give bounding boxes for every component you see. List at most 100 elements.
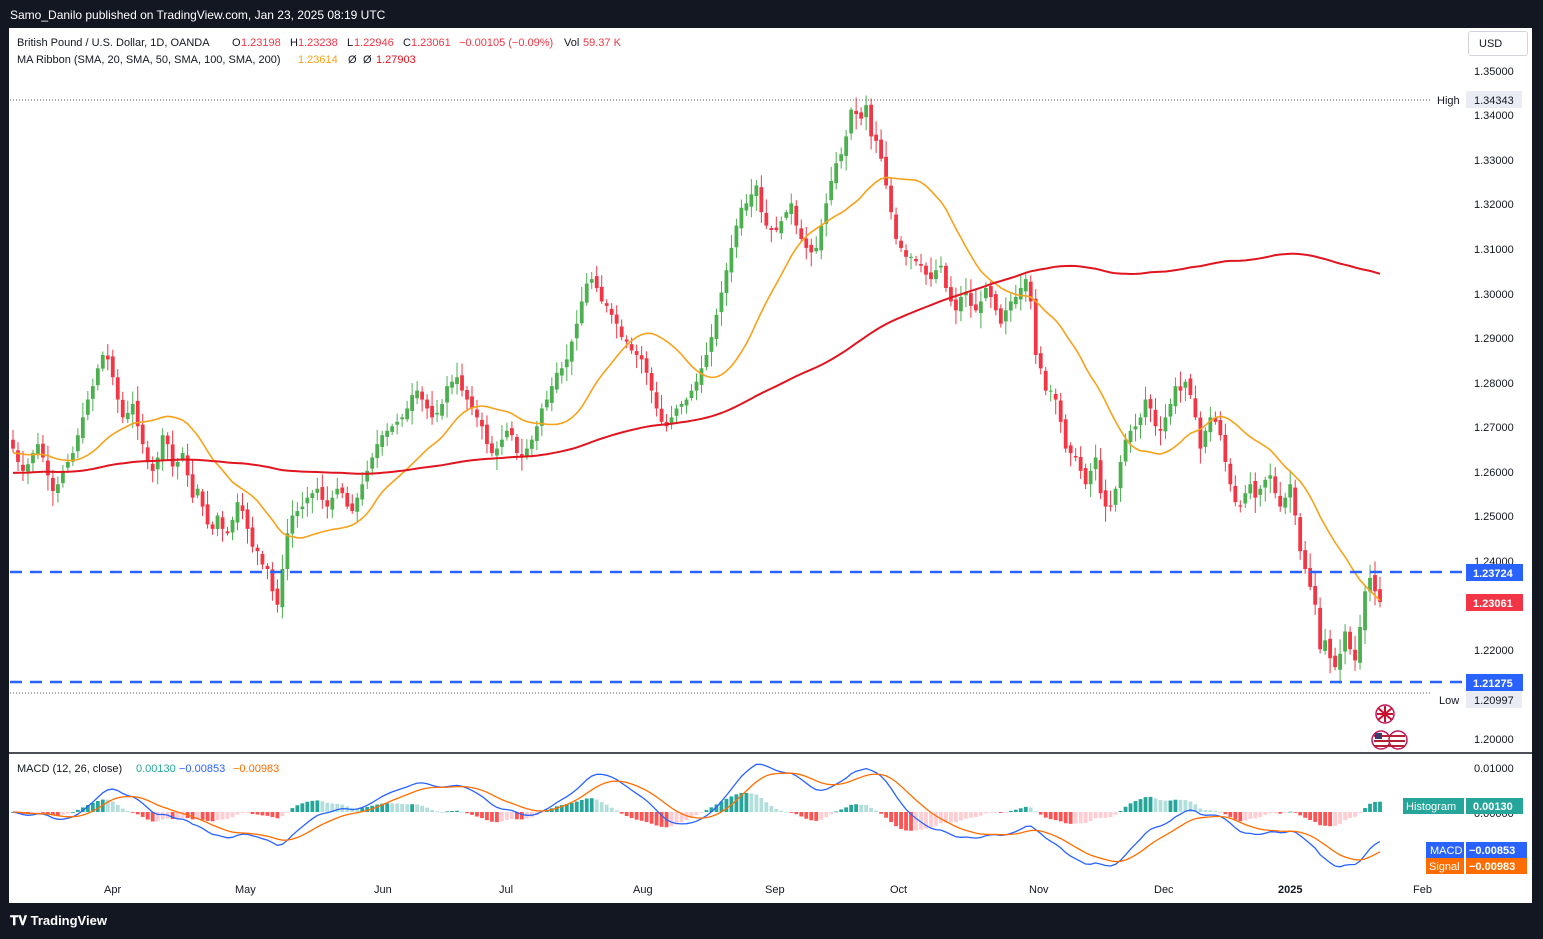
histogram-bar [60, 812, 65, 815]
histogram-bar [500, 812, 504, 822]
candle-body [65, 461, 70, 468]
signal-tag-label [1426, 858, 1464, 874]
candle-body [295, 511, 300, 517]
candle-body [135, 400, 140, 427]
currency-button[interactable]: USD [1468, 31, 1528, 56]
candle-body [529, 439, 534, 449]
candle-body [609, 308, 614, 315]
ma-value-100: Ø [363, 54, 372, 66]
candle-body [1348, 631, 1352, 650]
candle-body [1228, 463, 1233, 485]
candle-body [1093, 457, 1098, 470]
candle-body [80, 417, 85, 439]
candle-body [56, 484, 60, 494]
histogram-bar [779, 810, 784, 812]
histogram-bar [1228, 812, 1233, 818]
ohlc-h-label: H [290, 37, 298, 49]
macd-tag-text: −0.00853 [1469, 845, 1515, 857]
candle-body [435, 412, 439, 415]
candle-body [604, 303, 609, 306]
candle-body [599, 286, 604, 302]
low-label: Low [1439, 695, 1459, 707]
candle-body [85, 399, 90, 415]
histogram-bar [1163, 800, 1168, 812]
candle-body [934, 270, 938, 280]
histogram-bar [629, 812, 634, 819]
histogram-bar [899, 812, 903, 829]
candle-body [639, 355, 644, 360]
histogram-bar [754, 794, 759, 812]
histogram-bar [1128, 803, 1133, 812]
histogram-tag-text: 0.00130 [1473, 801, 1513, 813]
histogram-bar [1363, 808, 1367, 812]
tv-brand-text: TradingView [30, 913, 107, 928]
histogram-bar [1338, 812, 1342, 824]
histogram-bar [105, 799, 110, 812]
candle-body [684, 399, 689, 406]
histogram-bar [1188, 801, 1193, 812]
histogram-bar [993, 812, 998, 813]
histogram-bar [1248, 812, 1253, 820]
candle-body [285, 533, 290, 570]
histogram-bar [519, 812, 524, 820]
macd-line [12, 763, 1381, 868]
candle-body [220, 517, 225, 529]
candle-body [1358, 627, 1362, 663]
candle-body [819, 225, 824, 251]
time-tick: Feb [1413, 884, 1432, 896]
candle-body [395, 421, 400, 425]
candle-body [75, 435, 80, 452]
ma-value-50: Ø [348, 54, 357, 66]
candle-body [554, 372, 559, 390]
histogram-bar [909, 812, 913, 831]
high-value-box [1466, 91, 1522, 108]
histogram-bar [764, 802, 769, 812]
histogram-bar [125, 810, 130, 812]
candle-body [105, 355, 110, 360]
candle-body [185, 455, 190, 476]
histogram-bar [919, 812, 923, 830]
candle-body [779, 221, 784, 234]
histogram-bar [205, 812, 210, 821]
candle-body [1218, 420, 1223, 436]
us-flag-icon [1371, 730, 1408, 750]
candle-body [1223, 434, 1228, 462]
candle-body [844, 136, 849, 156]
candle-body [834, 163, 839, 184]
histogram-tag-label [1403, 798, 1464, 814]
candles-group [11, 95, 1382, 684]
candle-body [385, 430, 390, 437]
candle-body [939, 265, 943, 268]
histogram-bar [669, 812, 674, 827]
histogram-bar [1233, 812, 1238, 820]
histogram-bar [1378, 801, 1382, 812]
candle-body [60, 470, 65, 484]
macd-legend-label: MACD (12, 26, close) [17, 763, 122, 775]
high-value: 1.34343 [1474, 95, 1514, 107]
candle-body [1198, 417, 1203, 449]
histogram-bar [1098, 812, 1103, 818]
histogram-bar [1213, 810, 1218, 812]
publisher-text: Samo_Danilo published on TradingView.com… [10, 8, 386, 22]
price-tick: 1.22000 [1474, 645, 1514, 657]
histogram-bar [450, 810, 454, 812]
candle-body [1113, 488, 1118, 505]
candle-body [719, 292, 724, 313]
candle-body [1213, 417, 1218, 422]
candle-body [809, 244, 814, 253]
candle-body [100, 354, 105, 369]
histogram-bar [415, 804, 420, 812]
tradingview-logo[interactable]: 𝐓𝐕 TradingView [10, 913, 107, 929]
candle-body [1238, 505, 1243, 507]
histogram-bar [155, 812, 160, 822]
histogram-bar [1273, 812, 1278, 814]
histogram-bar [949, 812, 953, 823]
histogram-bar [973, 812, 978, 818]
candle-body [1033, 298, 1038, 355]
symbol-name: British Pound / U.S. Dollar, 1D, OANDA [17, 37, 210, 49]
candle-body [884, 156, 888, 186]
candle-body [230, 519, 235, 533]
candle-body [225, 531, 230, 534]
histogram-bar [1048, 812, 1053, 820]
